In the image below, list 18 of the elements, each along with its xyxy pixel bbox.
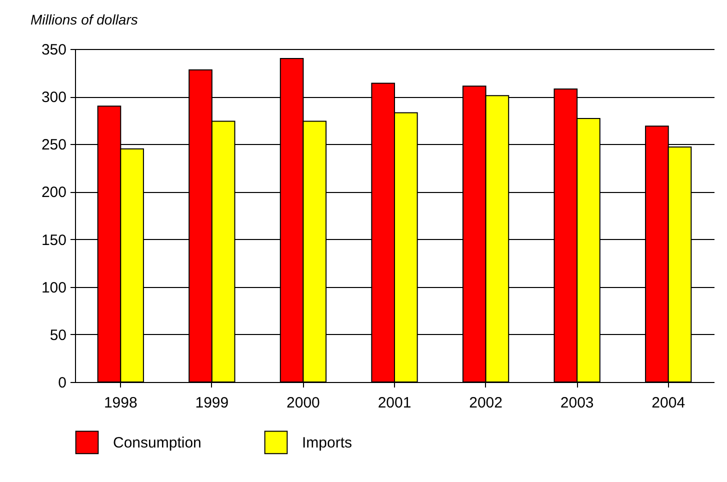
legend-label: Imports [302, 434, 352, 452]
y-tick-label: 150 [41, 232, 66, 249]
x-tick-label: 1999 [195, 394, 229, 412]
y-tick-label: 200 [41, 184, 66, 202]
y-tick-label: 300 [41, 89, 66, 106]
x-tick-label: 2003 [560, 394, 594, 412]
y-tick-label: 100 [41, 279, 66, 296]
y-tick-label: 250 [41, 136, 66, 154]
y-tick-label: 350 [41, 42, 66, 58]
legend-label: Consumption [113, 434, 202, 452]
x-tick-label: 2001 [378, 394, 412, 412]
x-tick-label: 2000 [286, 394, 320, 412]
x-tick-label: 2002 [469, 394, 502, 412]
y-axis-title: Millions of dollars [30, 12, 138, 28]
x-tick-label: 2004 [652, 394, 686, 412]
y-tick-label: 50 [50, 326, 66, 344]
x-tick-label: 1998 [104, 394, 138, 412]
y-tick-label: 0 [58, 374, 66, 392]
